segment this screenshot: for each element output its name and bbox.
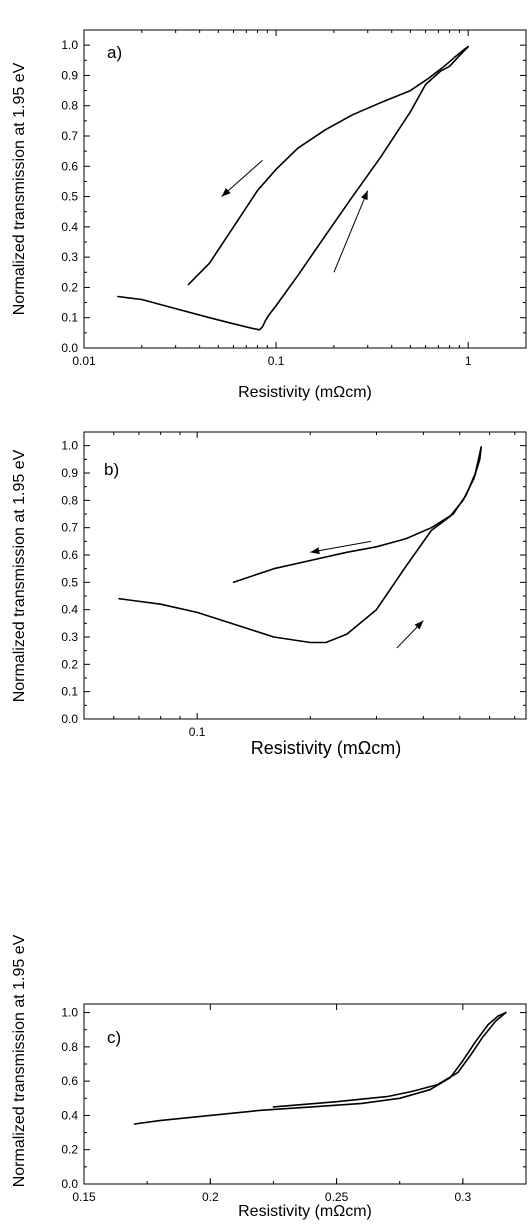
y-tick-label: 0.8 <box>61 99 78 113</box>
x-tick-label: 1 <box>465 354 472 368</box>
y-tick-label: 0.1 <box>61 685 78 699</box>
panel-b: 0.1 0.0 0.1 0.2 0.3 0.4 0.5 0.6 0.7 0.8 0.9 1.0 b)… <box>11 431 527 758</box>
y-tick-label: 0.4 <box>61 220 78 234</box>
plot-frame <box>83 1003 527 1185</box>
x-tick-label: 0.2 <box>202 1190 219 1204</box>
y-tick-label: 0.0 <box>61 1177 78 1191</box>
y-tick-label: 0.1 <box>61 311 78 325</box>
y-tick-label: 0.4 <box>61 1108 78 1122</box>
data-series <box>118 446 483 644</box>
y-tick-label: 0.2 <box>61 657 78 671</box>
y-tick-label: 0.4 <box>61 603 78 617</box>
y-tick-label: 0.6 <box>61 548 78 562</box>
x-axis-title: Resistivity (mΩcm) <box>238 1203 372 1220</box>
y-tick-label: 0.8 <box>61 493 78 507</box>
data-series <box>133 1011 507 1125</box>
x-axis-ticks: 0.1 <box>83 432 516 739</box>
y-tick-label: 0.5 <box>61 575 78 589</box>
x-tick-label: 0.15 <box>72 1190 96 1204</box>
y-tick-label: 0.0 <box>61 712 78 726</box>
direction-arrows <box>310 540 424 649</box>
y-tick-label: 0.3 <box>61 630 78 644</box>
series-line-2 <box>133 1011 507 1125</box>
y-tick-label: 0.9 <box>61 466 78 480</box>
y-tick-label: 0.2 <box>61 280 78 294</box>
direction-arrow-1 <box>310 540 372 553</box>
series-line-1 <box>272 1011 507 1108</box>
arrow-head-2 <box>361 190 368 201</box>
x-axis-ticks: 0.15 0.2 0.25 0.3 <box>72 1004 527 1204</box>
y-axis-title: Normalized transmission at 1.95 eV <box>11 934 28 1187</box>
x-tick-label: 0.1 <box>268 354 285 368</box>
y-tick-label: 1.0 <box>61 439 78 453</box>
y-axis-ticks: 0.0 0.1 0.2 0.3 0.4 0.5 0.6 0.7 0.8 0.9 1.0 <box>61 431 526 726</box>
series-line-2 <box>118 446 483 644</box>
y-tick-label: 0.8 <box>61 1040 78 1054</box>
plot-frame <box>83 431 527 720</box>
y-axis-ticks: 0.0 0.1 0.2 0.3 0.4 0.5 0.6 0.7 0.8 0.9 1.0 <box>61 29 526 355</box>
series-line-1 <box>187 45 470 286</box>
y-tick-label: 0.6 <box>61 1074 78 1088</box>
panel-a: 0.01 0.1 1 0.0 0.1 0.2 0.3 0.4 0.5 0.6 0.7 0.8 0.9 1… <box>11 29 527 401</box>
data-series <box>117 45 470 331</box>
x-tick-label: 0.01 <box>72 354 96 368</box>
x-tick-label: 0.25 <box>325 1190 349 1204</box>
series-line-2 <box>117 45 470 331</box>
y-tick-label: 0.6 <box>61 159 78 173</box>
y-tick-label: 1.0 <box>61 1006 78 1020</box>
y-tick-label: 0.0 <box>61 341 78 355</box>
y-tick-label: 0.2 <box>61 1143 78 1157</box>
x-tick-label: 0.1 <box>189 725 206 739</box>
panel-c: 0.15 0.2 0.25 0.3 0.0 0.2 0.4 0.6 0.8 1.0 c) Res… <box>11 934 527 1220</box>
direction-arrow-1 <box>221 159 263 197</box>
y-axis-ticks: 0.0 0.2 0.4 0.6 0.8 1.0 <box>61 1006 526 1191</box>
panel-label: c) <box>107 1028 121 1047</box>
direction-arrow-2 <box>333 190 369 273</box>
y-axis-title: Normalized transmission at 1.95 eV <box>11 62 28 315</box>
direction-arrows <box>221 159 369 273</box>
x-tick-label: 0.3 <box>455 1190 472 1204</box>
arrow-head-2 <box>414 620 424 630</box>
y-tick-label: 0.9 <box>61 68 78 82</box>
panel-label: b) <box>104 460 119 479</box>
y-tick-label: 1.0 <box>61 38 78 52</box>
panel-label: a) <box>107 43 122 62</box>
x-axis-title: Resistivity (mΩcm) <box>251 738 401 758</box>
arrow-head-1 <box>310 547 320 555</box>
x-axis-ticks: 0.01 0.1 1 <box>72 30 527 368</box>
y-axis-title: Normalized transmission at 1.95 eV <box>11 449 28 702</box>
y-tick-label: 0.5 <box>61 190 78 204</box>
y-tick-label: 0.7 <box>61 521 78 535</box>
x-axis-title: Resistivity (mΩcm) <box>238 384 372 401</box>
y-tick-label: 0.7 <box>61 129 78 143</box>
plot-frame <box>83 29 527 349</box>
series-line-1 <box>232 446 483 584</box>
y-tick-label: 0.3 <box>61 250 78 264</box>
arrow-head-1 <box>221 187 231 197</box>
